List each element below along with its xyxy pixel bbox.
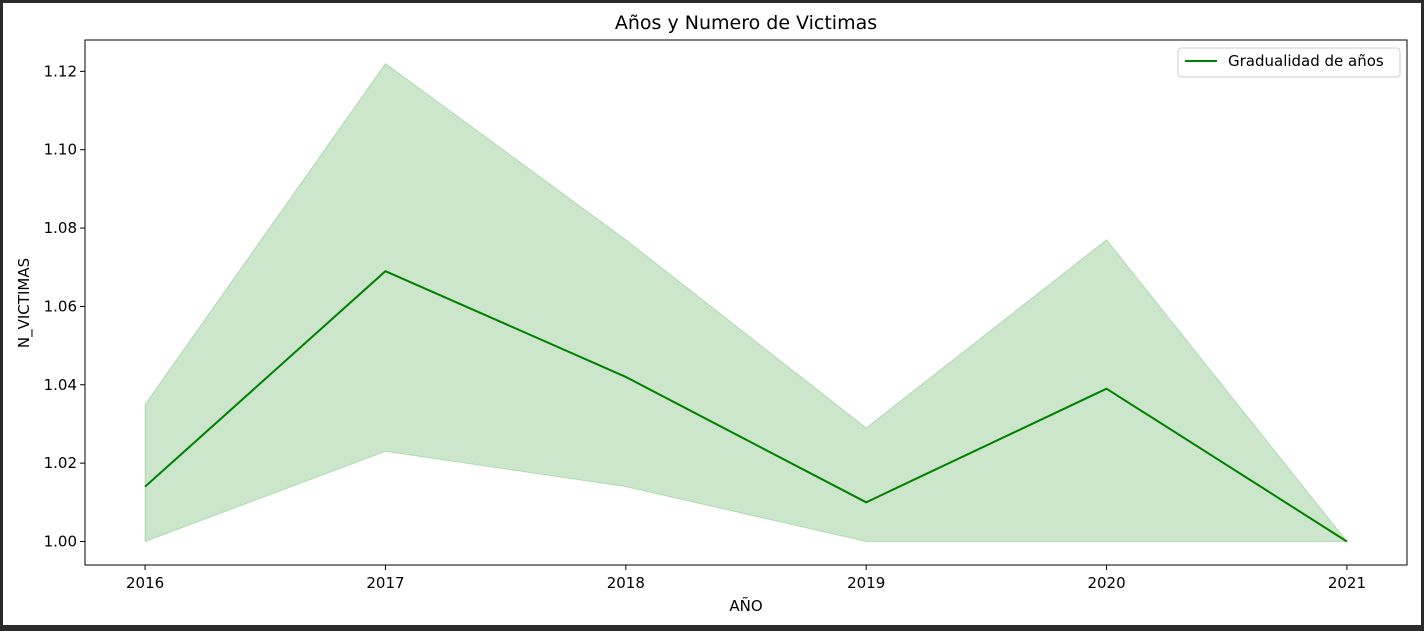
x-tick-label: 2020 <box>1087 574 1125 592</box>
x-tick-label: 2016 <box>126 574 164 592</box>
y-tick-label: 1.12 <box>44 62 77 80</box>
plot-area <box>144 62 1348 543</box>
chart-title: Años y Numero de Victimas <box>615 12 877 34</box>
x-tick-label: 2021 <box>1328 574 1366 592</box>
series-line <box>144 270 1348 543</box>
y-tick-label: 1.00 <box>44 532 77 550</box>
y-tick-label: 1.06 <box>44 297 77 315</box>
x-tick-label: 2019 <box>847 574 885 592</box>
legend: Gradualidad de años <box>1177 47 1401 78</box>
y-axis: 1.00 1.02 1.04 1.06 1.08 1.10 1.12 <box>44 62 85 550</box>
y-tick-label: 1.08 <box>44 219 77 237</box>
y-tick-label: 1.02 <box>44 454 77 472</box>
x-tick-label: 2018 <box>607 574 645 592</box>
y-tick-label: 1.04 <box>44 376 77 394</box>
y-axis-title: N_VICTIMAS <box>15 258 34 348</box>
x-axis: 2016 2017 2018 2019 2020 2021 <box>126 565 1366 592</box>
legend-box <box>1177 47 1401 78</box>
x-axis-title: AÑO <box>729 596 762 615</box>
figure: Años y Numero de Victimas 2016 2017 2018 20… <box>3 3 1421 625</box>
x-tick-label: 2017 <box>366 574 404 592</box>
confidence-band <box>144 62 1348 543</box>
y-tick-label: 1.10 <box>44 141 77 159</box>
legend-label: Gradualidad de años <box>1228 52 1384 70</box>
axes-frame <box>84 39 1408 566</box>
line-chart: Años y Numero de Victimas 2016 2017 2018 20… <box>15 12 1408 615</box>
